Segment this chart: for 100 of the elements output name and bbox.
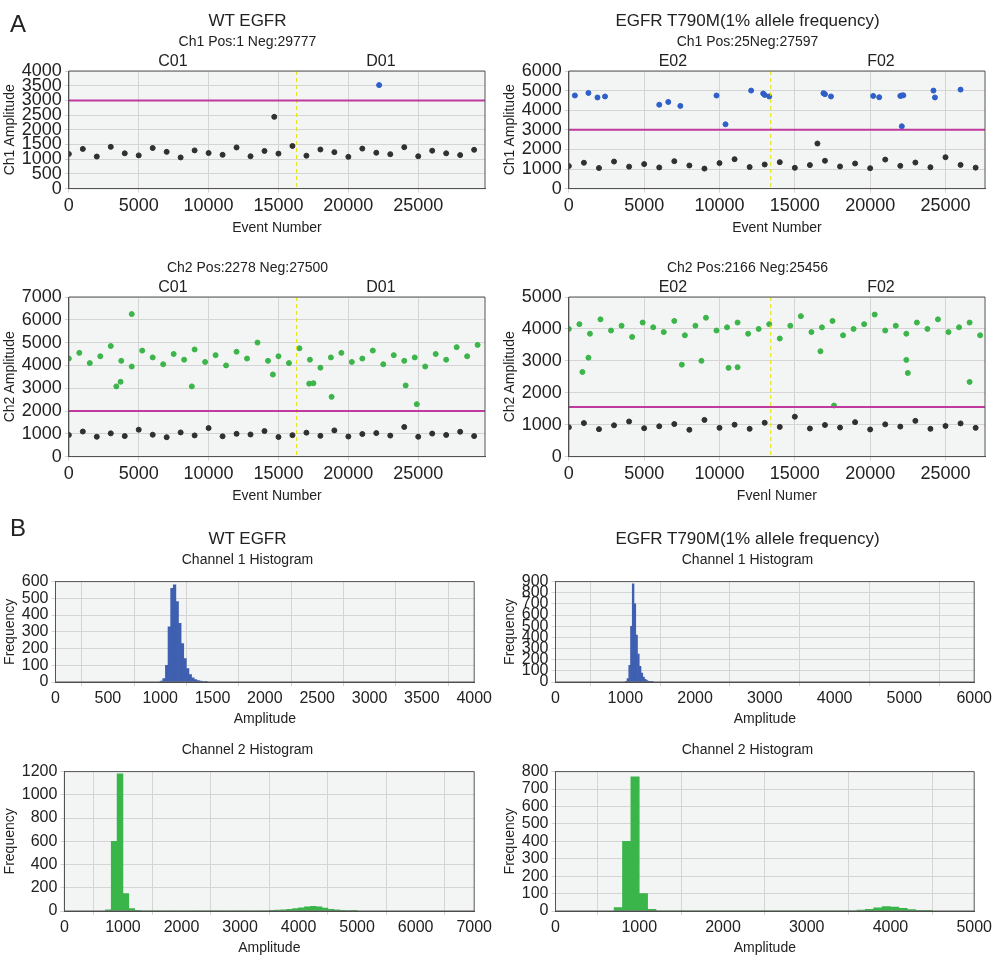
text: E02	[658, 52, 688, 70]
x-tick-label: 5000	[624, 195, 665, 216]
y-tick-label: 3000	[521, 118, 562, 139]
text: D01	[366, 278, 396, 296]
chart-title: WT EGFR	[208, 11, 287, 30]
x-axis-title: Event Number	[732, 219, 822, 236]
x-tick-label: 4000	[872, 918, 909, 936]
x-tick-label: 5000	[956, 918, 993, 936]
y-tick-label: 400	[21, 605, 49, 623]
text: B	[10, 514, 27, 542]
x-tick-label: 15000	[253, 463, 304, 484]
x-tick-label: 3500	[404, 689, 440, 707]
y-tick-label: 6000	[521, 59, 562, 80]
x-tick-label: 500	[94, 689, 122, 707]
y-tick-label: 4000	[521, 317, 562, 338]
chart-subtitle: Ch2 Pos:2166 Neg:25456	[665, 258, 830, 277]
x-axis-title: Amplitude	[238, 939, 301, 956]
text: A	[10, 10, 27, 38]
x-tick-label: 25000	[393, 195, 444, 216]
x-tick-label: 5000	[624, 463, 665, 484]
y-tick-label: 400	[521, 831, 549, 849]
x-tick-label: 15000	[253, 195, 304, 216]
y-tick-label: 300	[521, 849, 549, 867]
x-tick-label: 6000	[956, 689, 993, 707]
x-tick-label: 2500	[299, 689, 336, 707]
x-axis-title: Amplitude	[733, 710, 797, 727]
y-tick-label: 400	[30, 854, 58, 872]
x-tick-label: 25000	[920, 463, 971, 484]
text: D01	[366, 52, 396, 70]
chart-subtitle: Channel 2 Histogram	[680, 740, 815, 759]
chart-subtitle: Ch1 Pos:1 Neg:29777	[178, 33, 317, 49]
y-tick-label: 500	[521, 814, 549, 832]
text: F02	[867, 52, 895, 70]
y-tick-label: 1000	[21, 785, 58, 803]
x-axis-title: Fvenl Numer	[736, 487, 818, 504]
x-tick-label: 20000	[323, 463, 374, 484]
chart-title: EGFR T790M(1% allele frequency)	[614, 10, 881, 32]
x-tick-label: 1000	[105, 918, 141, 936]
y-tick-label: 2000	[521, 138, 562, 159]
x-tick-label: 1000	[607, 689, 644, 707]
y-tick-label: 0	[539, 901, 549, 919]
y-tick-label: 0	[48, 901, 58, 919]
x-tick-label: 2000	[163, 918, 200, 936]
x-tick-label: 10000	[694, 463, 745, 484]
chart-subtitle: Ch2 Pos:2278 Neg:27500	[165, 258, 330, 277]
y-tick-label: 1000	[521, 413, 562, 434]
x-axis-title: Amplitude	[233, 710, 297, 727]
x-tick-label: 2000	[247, 689, 283, 707]
y-tick-label: 200	[21, 638, 49, 656]
x-tick-label: 25000	[393, 463, 444, 484]
y-axis-title: Frequency	[501, 808, 518, 875]
x-tick-label: 15000	[769, 463, 820, 484]
y-tick-label: 800	[521, 762, 549, 780]
x-tick-label: 1500	[194, 689, 231, 707]
chart-title: WT EGFR	[208, 529, 287, 548]
x-tick-label: 1000	[621, 918, 658, 936]
x-tick-label: 1000	[142, 689, 179, 707]
x-axis-title: Event Number	[232, 219, 322, 236]
x-tick-label: 3000	[747, 689, 783, 707]
y-tick-label: 200	[521, 866, 549, 884]
x-tick-label: 7000	[456, 918, 493, 936]
y-axis-title: Ch2 Amplitude	[501, 331, 518, 423]
chart-subtitle: Channel 2 Histogram	[180, 740, 315, 759]
x-tick-label: 2000	[705, 918, 741, 936]
y-tick-label: 3000	[521, 349, 562, 370]
x-tick-label: 5000	[886, 689, 923, 707]
y-axis-title: Ch1 Amplitude	[1, 84, 18, 176]
y-axis-title: Ch2 Amplitude	[1, 331, 18, 423]
x-tick-label: 10000	[183, 463, 234, 484]
y-tick-label: 0	[51, 445, 62, 466]
y-tick-label: 600	[30, 831, 58, 849]
chart-subtitle: Channel 1 Histogram	[680, 550, 815, 569]
x-tick-label: 10000	[183, 195, 234, 216]
y-tick-label: 300	[21, 622, 49, 640]
y-tick-label: 6000	[21, 308, 62, 329]
y-tick-label: 5000	[521, 285, 562, 306]
chart-title: EGFR T790M(1% allele frequency)	[614, 528, 881, 550]
y-tick-label: 1200	[21, 762, 58, 780]
y-tick-label: 5000	[521, 79, 562, 100]
x-tick-label: 3000	[788, 918, 825, 936]
x-tick-label: 4000	[816, 689, 853, 707]
x-tick-label: 2000	[677, 689, 713, 707]
x-axis-title: Event Number	[232, 487, 322, 504]
text: E02	[658, 278, 688, 296]
y-axis-title: Frequency	[1, 598, 18, 665]
x-tick-label: 5000	[118, 463, 159, 484]
text: C01	[158, 52, 188, 70]
y-tick-label: 500	[21, 588, 49, 606]
y-axis-title: Frequency	[501, 598, 518, 665]
y-tick-label: 3000	[21, 377, 62, 398]
y-tick-label: 600	[21, 572, 49, 590]
y-tick-label: 2000	[21, 399, 62, 420]
y-tick-label: 0	[39, 672, 49, 690]
y-tick-label: 700	[521, 779, 549, 797]
text: F02	[867, 278, 895, 296]
y-tick-label: 5000	[21, 331, 62, 352]
y-axis-title: Ch1 Amplitude	[501, 84, 518, 176]
x-tick-label: 4000	[280, 918, 317, 936]
x-tick-label: 4000	[456, 689, 493, 707]
x-tick-label: 5000	[339, 918, 376, 936]
